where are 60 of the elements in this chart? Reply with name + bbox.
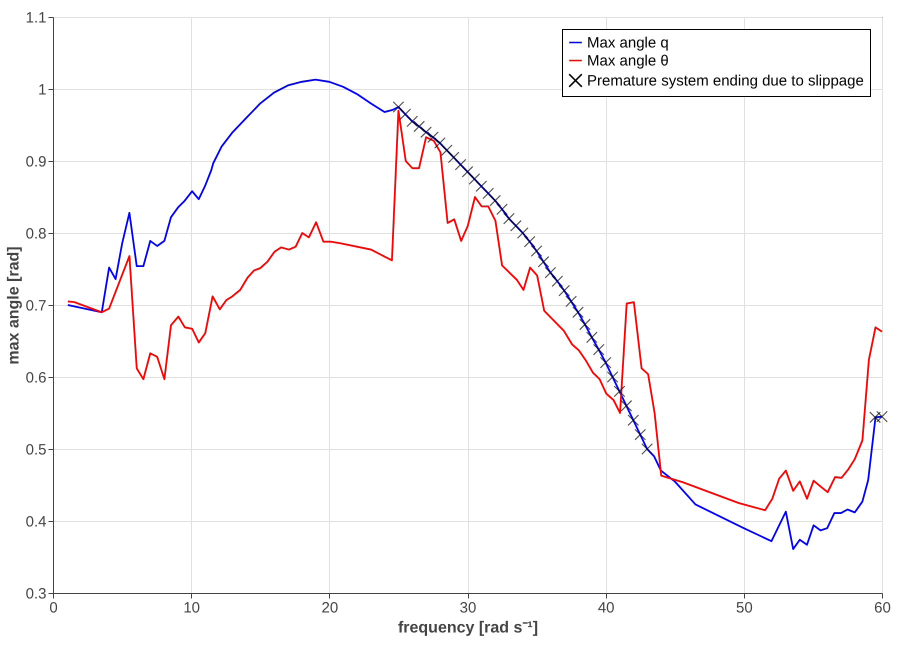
point bbox=[510, 220, 522, 232]
point bbox=[392, 101, 404, 113]
y-tick-label: 0.9 bbox=[26, 154, 46, 170]
legend-label: Max angle θ bbox=[587, 52, 669, 70]
point bbox=[516, 227, 529, 239]
point bbox=[489, 194, 501, 206]
point bbox=[552, 275, 564, 288]
x-tick-label: 30 bbox=[460, 600, 476, 616]
point bbox=[600, 356, 612, 368]
point bbox=[462, 166, 474, 178]
x-tick-label: 20 bbox=[321, 600, 338, 616]
point bbox=[496, 203, 508, 216]
point bbox=[476, 180, 488, 192]
point bbox=[538, 256, 550, 268]
y-tick-label: 1 bbox=[38, 82, 46, 98]
point bbox=[524, 236, 536, 248]
x-tick-label: 40 bbox=[598, 600, 615, 616]
point bbox=[876, 410, 888, 422]
point bbox=[869, 412, 881, 424]
y-tick-label: 0.7 bbox=[26, 298, 46, 314]
point bbox=[565, 296, 577, 308]
point bbox=[440, 144, 453, 156]
point bbox=[634, 428, 646, 440]
y-axis-title: max angle [rad] bbox=[6, 246, 23, 365]
point bbox=[572, 306, 584, 318]
x-axis-title: frequency [rad s⁻¹] bbox=[398, 620, 538, 636]
y-tick-label: 0.8 bbox=[26, 226, 46, 242]
legend-label: Max angle q bbox=[587, 34, 669, 52]
point bbox=[641, 443, 653, 455]
point bbox=[558, 284, 570, 296]
point bbox=[530, 245, 542, 257]
point bbox=[620, 400, 632, 412]
point bbox=[400, 108, 412, 120]
x-tick-label: 50 bbox=[736, 600, 753, 616]
point bbox=[592, 344, 605, 356]
point bbox=[406, 116, 418, 128]
point bbox=[628, 414, 640, 426]
y-tick-label: 0.6 bbox=[26, 370, 46, 386]
y-tick-label: 0.3 bbox=[26, 586, 46, 602]
point bbox=[544, 266, 556, 278]
legend-label: Premature system ending due to slippage bbox=[587, 72, 864, 90]
point bbox=[434, 137, 446, 149]
point bbox=[413, 120, 425, 132]
x-tick-label: 0 bbox=[49, 600, 58, 616]
point bbox=[448, 152, 460, 164]
point bbox=[454, 158, 466, 170]
point bbox=[606, 371, 618, 383]
point bbox=[579, 318, 591, 330]
x-tick-label: 60 bbox=[874, 600, 891, 616]
x-tick-label: 10 bbox=[183, 600, 200, 616]
point bbox=[482, 188, 494, 200]
point bbox=[468, 173, 480, 185]
point bbox=[420, 126, 432, 138]
point bbox=[427, 131, 439, 144]
y-tick-label: 0.5 bbox=[26, 442, 46, 458]
point bbox=[586, 332, 598, 344]
point bbox=[614, 386, 626, 398]
y-tick-label: 1.1 bbox=[26, 10, 46, 26]
point bbox=[503, 212, 515, 224]
y-tick-label: 0.4 bbox=[26, 514, 46, 530]
